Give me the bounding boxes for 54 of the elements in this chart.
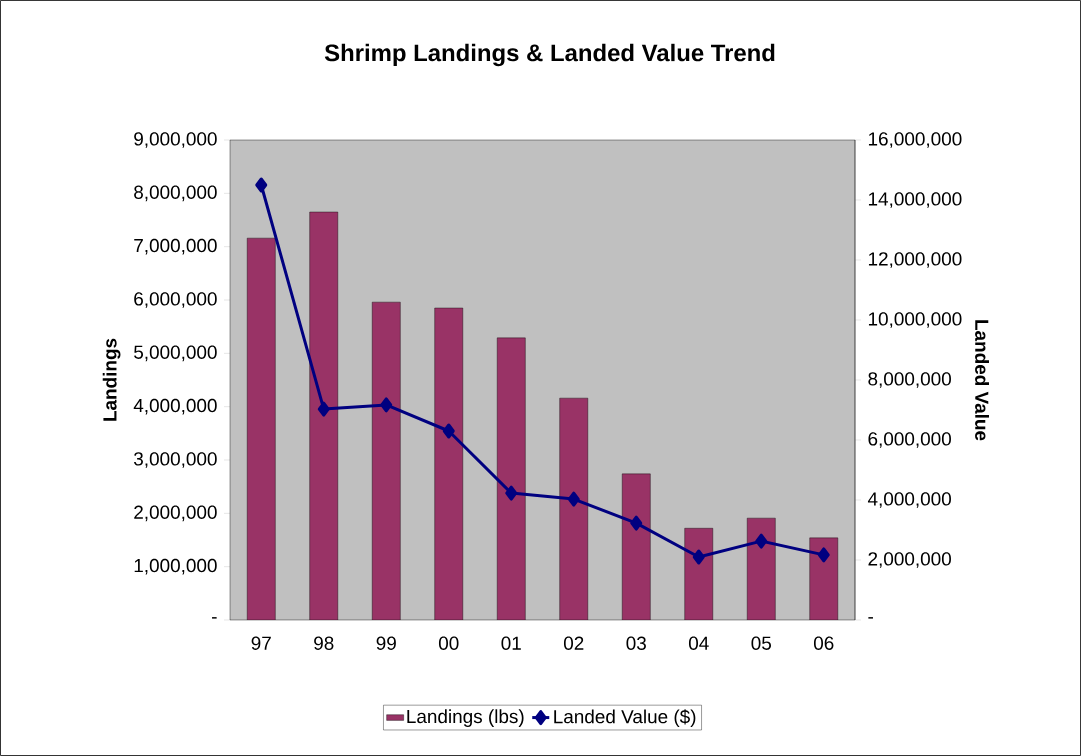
y2-tick-label: 10,000,000 bbox=[868, 312, 962, 328]
bar bbox=[246, 237, 276, 620]
point bbox=[630, 515, 643, 531]
x-tick-label: 98 bbox=[314, 636, 334, 650]
y-tick-label: 3,000,000 bbox=[134, 452, 217, 468]
bar bbox=[309, 211, 339, 620]
y-tick-label: 5,000,000 bbox=[134, 345, 217, 362]
y2-tick-label: 14,000,000 bbox=[868, 192, 962, 208]
x-tick-label: 01 bbox=[501, 636, 521, 650]
bar bbox=[809, 537, 839, 620]
y-tick-label: 7,000,000 bbox=[134, 238, 217, 255]
x-tick-label: 04 bbox=[688, 636, 709, 650]
y2-tick-label: 8,000,000 bbox=[868, 372, 951, 388]
bar bbox=[434, 307, 464, 620]
y-axis-title: Landings bbox=[102, 338, 121, 421]
bar bbox=[371, 301, 401, 620]
bar bbox=[559, 397, 589, 620]
point bbox=[255, 177, 268, 193]
x-tick-label: 97 bbox=[251, 636, 271, 650]
point bbox=[692, 549, 705, 565]
x-tick-label: 99 bbox=[376, 636, 396, 650]
y2-axis-title: Landed Value bbox=[975, 320, 989, 441]
y2-tick-label: 2,000,000 bbox=[868, 552, 951, 568]
y-tick-label: 9,000,000 bbox=[134, 132, 217, 148]
bar bbox=[622, 473, 651, 620]
point bbox=[380, 397, 393, 413]
point bbox=[505, 485, 518, 501]
point bbox=[817, 547, 830, 563]
y2-tick-label: 4,000,000 bbox=[867, 492, 951, 508]
chart-title: Shrimp Landings & Landed Value Trend bbox=[324, 43, 775, 67]
bar bbox=[684, 528, 714, 620]
bar bbox=[747, 517, 776, 620]
point bbox=[442, 423, 455, 439]
x-tick-label: 05 bbox=[751, 636, 771, 650]
x-tick-label: 02 bbox=[563, 636, 584, 650]
y2-tick-label: 6,000,000 bbox=[868, 432, 951, 448]
y2-tick-label: - bbox=[868, 617, 873, 619]
y-tick-label: - bbox=[212, 617, 217, 619]
y-tick-label: 1,000,000 bbox=[134, 558, 217, 575]
point bbox=[317, 401, 330, 417]
y2-tick-label: 16,000,000 bbox=[868, 132, 962, 148]
y-tick-label: 4,000,000 bbox=[133, 398, 217, 415]
y-tick-label: 8,000,000 bbox=[134, 185, 217, 202]
bar bbox=[497, 337, 526, 620]
legend-label: Landed Value ($) bbox=[554, 709, 696, 728]
x-tick-label: 00 bbox=[438, 636, 459, 650]
legend-label: Landings (lbs) bbox=[407, 709, 524, 727]
y-tick-label: 6,000,000 bbox=[134, 292, 217, 308]
point bbox=[567, 491, 580, 507]
x-tick-label: 06 bbox=[813, 636, 834, 650]
x-tick-label: 03 bbox=[626, 636, 646, 650]
y2-tick-label: 12,000,000 bbox=[868, 252, 962, 268]
point bbox=[755, 533, 768, 549]
y-tick-label: 2,000,000 bbox=[134, 505, 217, 522]
